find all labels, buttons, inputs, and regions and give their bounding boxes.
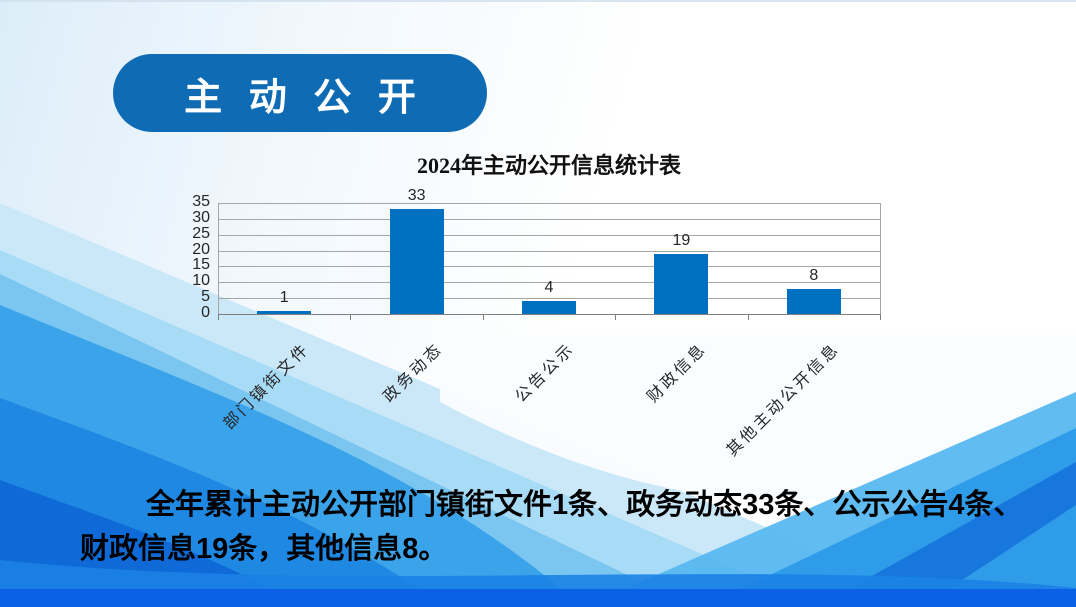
x-axis-tick bbox=[218, 314, 219, 320]
bar bbox=[654, 253, 709, 314]
gridline bbox=[218, 298, 880, 300]
x-category-label: 其他主动公开信息 bbox=[723, 340, 844, 460]
chart-title: 2024年主动公开信息统计表 bbox=[416, 153, 681, 178]
y-axis-label: 35 bbox=[192, 193, 210, 210]
x-axis-tick bbox=[880, 314, 881, 320]
gridline bbox=[218, 203, 880, 204]
gridline bbox=[218, 314, 880, 315]
x-category-label: 公告公示 bbox=[512, 340, 579, 407]
gridline bbox=[218, 266, 880, 268]
plot-border bbox=[218, 203, 219, 314]
x-category-label: 政务动态 bbox=[380, 340, 446, 407]
bar-value-label: 1 bbox=[279, 288, 289, 306]
x-category-label: 部门镇街文件 bbox=[220, 340, 314, 433]
bar bbox=[389, 209, 444, 314]
plot-border bbox=[880, 203, 881, 314]
bar bbox=[257, 310, 312, 314]
x-category-label: 财政信息 bbox=[644, 340, 711, 407]
gridline bbox=[218, 282, 880, 284]
x-axis-tick bbox=[482, 314, 484, 320]
section-badge-label: 主 动 公 开 bbox=[184, 76, 424, 119]
summary-text: 全年累计主动公开部门镇街文件1条、政务动态33条、公示公告4条、 财政信息19条… bbox=[80, 483, 1038, 571]
gridline bbox=[218, 250, 880, 252]
y-axis-label: 30 bbox=[192, 208, 210, 226]
y-axis-label: 20 bbox=[192, 240, 210, 258]
bar bbox=[786, 288, 841, 314]
y-axis-label: 0 bbox=[201, 304, 210, 321]
bar bbox=[522, 301, 576, 314]
x-axis-tick bbox=[615, 314, 617, 320]
y-axis-label: 10 bbox=[192, 272, 210, 290]
summary-line-2: 财政信息19条，其他信息8。 bbox=[80, 533, 448, 565]
bar-value-label: 19 bbox=[672, 231, 691, 249]
x-axis-tick bbox=[350, 314, 352, 320]
top-border-line bbox=[0, 0, 1076, 2]
y-axis-label: 25 bbox=[192, 224, 210, 242]
x-axis-tick bbox=[747, 314, 749, 320]
summary-line-1: 全年累计主动公开部门镇街文件1条、政务动态33条、公示公告4条、 bbox=[146, 489, 1023, 521]
statistics-bar-chart: 2024年主动公开信息统计表 0 5 10 15 20 25 30 35 1 部门镇街文件 33 政务… bbox=[150, 146, 950, 486]
y-axis-label: 15 bbox=[192, 256, 210, 274]
bar-value-label: 33 bbox=[407, 187, 426, 205]
bar-value-label: 4 bbox=[544, 279, 554, 297]
chart-plot-area: 0 5 10 15 20 25 30 35 1 部门镇街文件 33 政务动态 4 公告公示 19 财政信息 8 其… bbox=[150, 146, 950, 486]
y-axis-label: 5 bbox=[201, 288, 210, 306]
section-badge: 主 动 公 开 bbox=[113, 54, 487, 132]
gridline bbox=[218, 234, 880, 236]
gridline bbox=[218, 218, 880, 220]
bar-value-label: 8 bbox=[809, 266, 819, 284]
